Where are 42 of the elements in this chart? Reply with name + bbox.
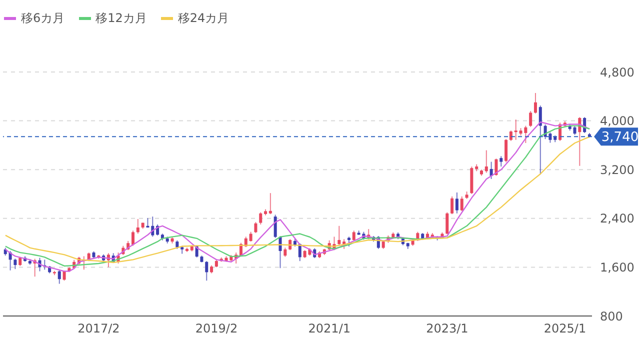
candlestick	[136, 218, 140, 234]
candlestick	[460, 196, 464, 212]
candlestick	[538, 105, 542, 175]
candlestick	[573, 125, 576, 136]
x-tick-label: 2017/2	[78, 322, 120, 336]
candlestick	[284, 247, 287, 258]
ref-line-label: 3,740	[601, 130, 639, 146]
y-tick-label: 2,400	[600, 212, 634, 226]
candlestick	[268, 192, 272, 215]
x-tick-label: 2025/1	[544, 322, 586, 336]
candlestick	[455, 192, 458, 214]
y-tick-label: 4,000	[600, 114, 634, 128]
candlestick	[274, 214, 277, 238]
legend-label: 移6カ月	[21, 10, 65, 27]
candlestick	[509, 130, 512, 142]
legend-label: 移24カ月	[178, 10, 230, 27]
candlestick	[446, 212, 449, 235]
candlestick	[132, 230, 134, 246]
y-tick-label: 800	[600, 309, 623, 324]
x-tick-label: 2023/1	[426, 322, 468, 336]
candlestick	[259, 212, 262, 225]
candlestick	[205, 260, 208, 282]
candlestick	[58, 270, 61, 284]
candlestick	[450, 196, 454, 215]
candlestick	[534, 92, 537, 114]
candlestick	[14, 258, 17, 270]
candlestick	[484, 150, 488, 174]
candlestick	[347, 236, 350, 247]
x-tick-label: 2021/1	[308, 322, 351, 336]
candlestick	[529, 110, 532, 128]
y-tick-label: 1,600	[600, 260, 634, 274]
candlestick	[514, 119, 518, 140]
candlestick	[254, 222, 258, 234]
candlestick	[338, 225, 341, 246]
candlestick	[504, 138, 508, 163]
y-tick-label: 4,800	[600, 65, 634, 80]
candlestick	[352, 230, 356, 242]
candlestick	[249, 231, 252, 242]
x-tick-label: 2019/2	[195, 322, 238, 336]
legend-label: 移12カ月	[96, 10, 147, 27]
candlestick	[500, 156, 503, 168]
y-tick-label: 3,200	[600, 162, 634, 177]
